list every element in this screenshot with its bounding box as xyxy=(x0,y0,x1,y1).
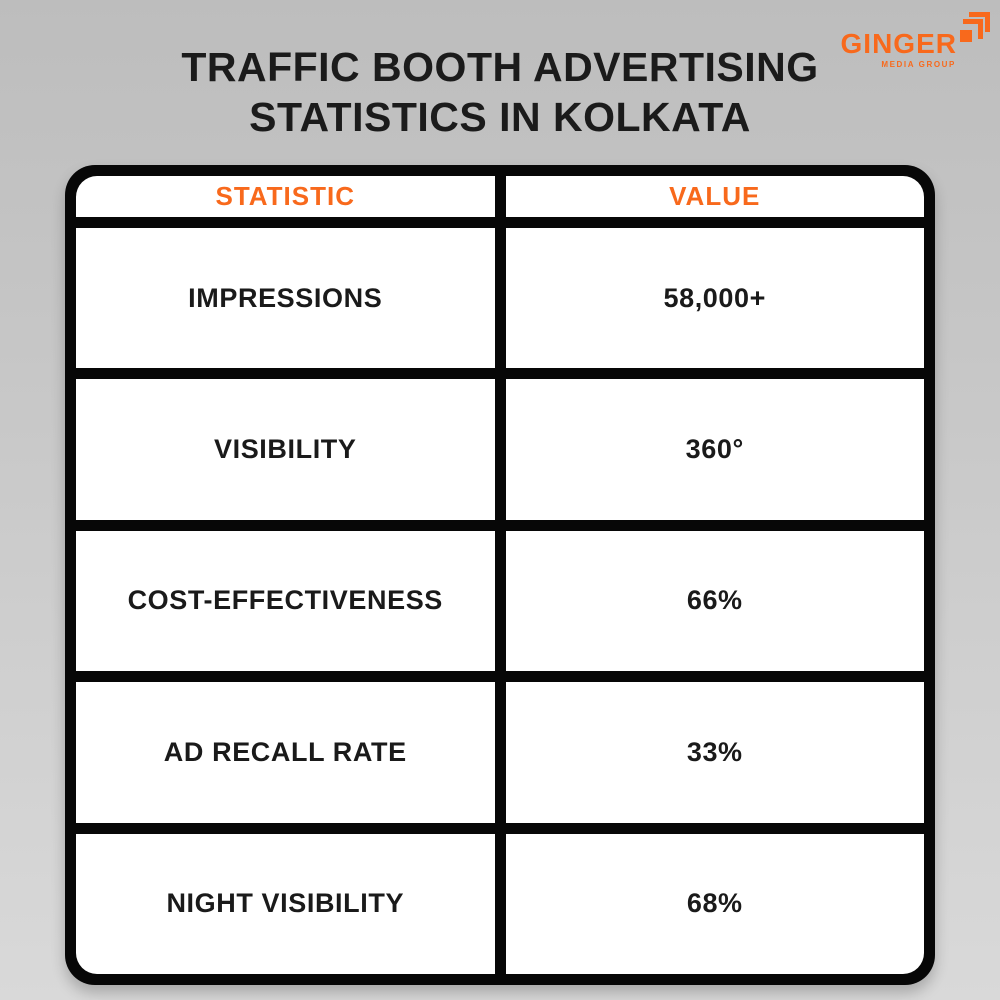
table-row-statistic: VISIBILITY xyxy=(76,379,495,520)
table-row-statistic: AD RECALL RATE xyxy=(76,682,495,823)
table-row-statistic: NIGHT VISIBILITY xyxy=(76,833,495,974)
nested-corner-squares-icon xyxy=(960,12,990,42)
column-header-value: VALUE xyxy=(505,176,924,217)
table-row-statistic: COST-EFFECTIVENESS xyxy=(76,530,495,672)
page-title-line2: STATISTICS IN KOLKATA xyxy=(249,94,751,140)
column-header-statistic: STATISTIC xyxy=(76,176,495,217)
logo-tagline: MEDIA GROUP xyxy=(881,60,956,69)
table-row-value: 33% xyxy=(505,682,924,823)
table-row-value: 58,000+ xyxy=(505,228,924,369)
table-row-value: 66% xyxy=(505,530,924,672)
page-title-line1: TRAFFIC BOOTH ADVERTISING xyxy=(181,44,819,90)
table-row-statistic: IMPRESSIONS xyxy=(76,228,495,369)
page-title: TRAFFIC BOOTH ADVERTISING STATISTICS IN … xyxy=(0,42,1000,142)
logo-wordmark: GINGER xyxy=(840,28,957,59)
ginger-media-group-logo: GINGER MEDIA GROUP xyxy=(800,12,990,76)
statistics-table-grid: STATISTIC VALUE IMPRESSIONS 58,000+ VISI… xyxy=(76,176,924,974)
table-row-value: 360° xyxy=(505,379,924,520)
statistics-table: STATISTIC VALUE IMPRESSIONS 58,000+ VISI… xyxy=(65,165,935,985)
table-row-value: 68% xyxy=(505,833,924,974)
